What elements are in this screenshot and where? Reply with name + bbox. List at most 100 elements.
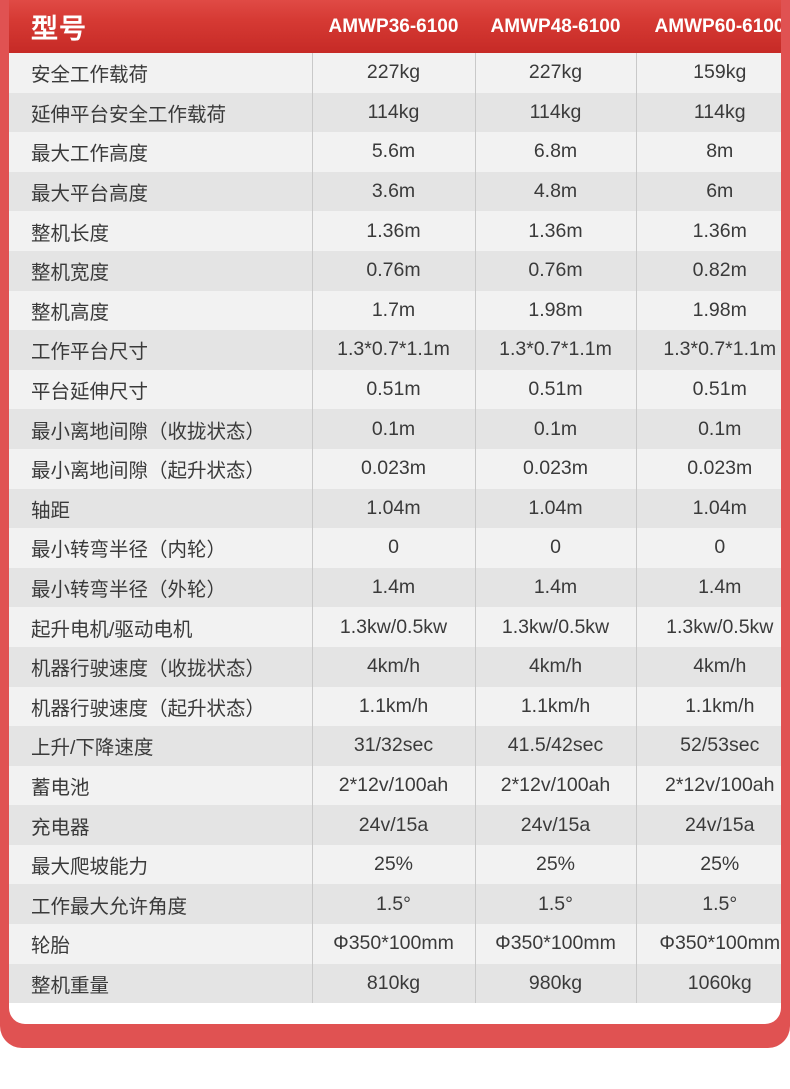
- row-value-col2: 0.1m: [474, 409, 636, 449]
- row-value-col2: 4.8m: [474, 171, 636, 212]
- row-value-col3: Φ350*100mm: [635, 924, 781, 964]
- row-value-col2: 0.023m: [474, 448, 636, 489]
- row-label: 工作最大允许角度: [9, 884, 312, 925]
- row-value-col1: 1.1km/h: [311, 686, 475, 727]
- table-row: 最大爬坡能力 25% 25% 25%: [9, 844, 781, 885]
- table-row: 工作最大允许角度 1.5° 1.5° 1.5°: [9, 884, 781, 925]
- row-label: 充电器: [9, 805, 312, 845]
- row-value-col2: 227kg: [474, 53, 636, 93]
- row-value-col3: 24v/15a: [635, 805, 781, 845]
- table-row: 蓄电池 2*12v/100ah 2*12v/100ah 2*12v/100ah: [9, 765, 781, 806]
- table-body: 安全工作载荷 227kg 227kg 159kg 延伸平台安全工作载荷 114kg 114k…: [9, 53, 781, 1004]
- row-value-col1: 1.5°: [311, 884, 475, 925]
- table-row: 最小转弯半径（内轮） 0 0 0: [9, 528, 781, 568]
- row-value-col3: 0.51m: [635, 369, 781, 410]
- row-label: 最大工作高度: [9, 132, 312, 172]
- row-label: 轴距: [9, 488, 312, 529]
- table-row: 上升/下降速度 31/32sec 41.5/42sec 52/53sec: [9, 726, 781, 766]
- row-value-col1: 4km/h: [311, 646, 475, 687]
- row-value-col2: 1.3kw/0.5kw: [474, 607, 636, 647]
- table-row: 起升电机/驱动电机 1.3kw/0.5kw 1.3kw/0.5kw 1.3kw/0.5…: [9, 607, 781, 647]
- row-value-col2: Φ350*100mm: [474, 924, 636, 964]
- row-label: 蓄电池: [9, 765, 312, 806]
- table-row: 整机宽度 0.76m 0.76m 0.82m: [9, 250, 781, 291]
- row-value-col2: 24v/15a: [474, 805, 636, 845]
- row-value-col3: 52/53sec: [635, 726, 781, 766]
- table-row: 最小转弯半径（外轮） 1.4m 1.4m 1.4m: [9, 567, 781, 608]
- row-value-col1: 0.51m: [311, 369, 475, 410]
- row-value-col2: 114kg: [474, 92, 636, 133]
- row-value-col2: 41.5/42sec: [474, 726, 636, 766]
- row-value-col1: 2*12v/100ah: [311, 765, 475, 806]
- row-value-col3: 4km/h: [635, 646, 781, 687]
- row-value-col3: 159kg: [635, 53, 781, 93]
- row-value-col1: 1.4m: [311, 567, 475, 608]
- table-row: 轮胎 Φ350*100mm Φ350*100mm Φ350*100mm: [9, 924, 781, 964]
- row-value-col3: 1.1km/h: [635, 686, 781, 727]
- row-value-col3: 0.82m: [635, 250, 781, 291]
- row-value-col1: 227kg: [311, 53, 475, 93]
- row-label: 起升电机/驱动电机: [9, 607, 312, 647]
- row-label: 最大爬坡能力: [9, 844, 312, 885]
- row-value-col1: 1.3*0.7*1.1m: [311, 330, 475, 370]
- row-value-col3: 114kg: [635, 92, 781, 133]
- row-label: 工作平台尺寸: [9, 330, 312, 370]
- row-value-col1: 3.6m: [311, 171, 475, 212]
- row-value-col2: 2*12v/100ah: [474, 765, 636, 806]
- row-value-col2: 4km/h: [474, 646, 636, 687]
- row-value-col3: 1.3*0.7*1.1m: [635, 330, 781, 370]
- header-cell-model-1: AMWP36-6100: [312, 0, 475, 53]
- table-row: 充电器 24v/15a 24v/15a 24v/15a: [9, 805, 781, 845]
- row-value-col1: 1.36m: [311, 211, 475, 251]
- row-value-col2: 1.04m: [474, 488, 636, 529]
- header-cell-model-2: AMWP48-6100: [475, 0, 636, 53]
- row-value-col2: 1.3*0.7*1.1m: [474, 330, 636, 370]
- row-value-col1: 0: [311, 528, 475, 568]
- table-row: 安全工作载荷 227kg 227kg 159kg: [9, 53, 781, 93]
- row-value-col3: 8m: [635, 132, 781, 172]
- row-value-col3: 1.5°: [635, 884, 781, 925]
- row-value-col2: 1.36m: [474, 211, 636, 251]
- row-value-col1: 0.1m: [311, 409, 475, 449]
- row-value-col2: 1.98m: [474, 290, 636, 331]
- row-value-col2: 25%: [474, 844, 636, 885]
- row-value-col3: 1.04m: [635, 488, 781, 529]
- header-cell-model-label: 型号: [9, 0, 312, 53]
- table-row: 最大工作高度 5.6m 6.8m 8m: [9, 132, 781, 172]
- table-row: 最大平台高度 3.6m 4.8m 6m: [9, 171, 781, 212]
- row-value-col1: 1.04m: [311, 488, 475, 529]
- spec-sheet-red-frame: 型号 AMWP36-6100 AMWP48-6100 AMWP60-6100 安…: [0, 0, 790, 1048]
- row-value-col1: 5.6m: [311, 132, 475, 172]
- table-header-row: 型号 AMWP36-6100 AMWP48-6100 AMWP60-6100: [9, 0, 781, 53]
- row-value-col1: 1.7m: [311, 290, 475, 331]
- row-value-col1: 810kg: [311, 963, 475, 1004]
- table-row: 工作平台尺寸 1.3*0.7*1.1m 1.3*0.7*1.1m 1.3*0.7*1.…: [9, 330, 781, 370]
- row-value-col1: Φ350*100mm: [311, 924, 475, 964]
- row-label: 机器行驶速度（收拢状态）: [9, 646, 312, 687]
- table-row: 机器行驶速度（收拢状态） 4km/h 4km/h 4km/h: [9, 646, 781, 687]
- row-value-col1: 114kg: [311, 92, 475, 133]
- row-value-col3: 1.98m: [635, 290, 781, 331]
- row-value-col1: 0.76m: [311, 250, 475, 291]
- row-value-col1: 25%: [311, 844, 475, 885]
- row-value-col3: 6m: [635, 171, 781, 212]
- table-row: 延伸平台安全工作载荷 114kg 114kg 114kg: [9, 92, 781, 133]
- row-label: 整机宽度: [9, 250, 312, 291]
- row-value-col3: 25%: [635, 844, 781, 885]
- header-cell-model-3: AMWP60-6100: [636, 0, 781, 53]
- row-value-col1: 1.3kw/0.5kw: [311, 607, 475, 647]
- row-label: 最小离地间隙（起升状态）: [9, 448, 312, 489]
- row-value-col2: 0: [474, 528, 636, 568]
- row-value-col2: 1.4m: [474, 567, 636, 608]
- row-value-col1: 0.023m: [311, 448, 475, 489]
- row-value-col3: 1.36m: [635, 211, 781, 251]
- row-label: 整机长度: [9, 211, 312, 251]
- row-value-col3: 1060kg: [635, 963, 781, 1004]
- row-label: 延伸平台安全工作载荷: [9, 92, 312, 133]
- row-value-col2: 0.51m: [474, 369, 636, 410]
- table-header: 型号 AMWP36-6100 AMWP48-6100 AMWP60-6100: [9, 0, 781, 53]
- row-value-col2: 980kg: [474, 963, 636, 1004]
- table-row: 整机重量 810kg 980kg 1060kg: [9, 963, 781, 1004]
- row-label: 机器行驶速度（起升状态）: [9, 686, 312, 727]
- table-row: 最小离地间隙（起升状态） 0.023m 0.023m 0.023m: [9, 448, 781, 489]
